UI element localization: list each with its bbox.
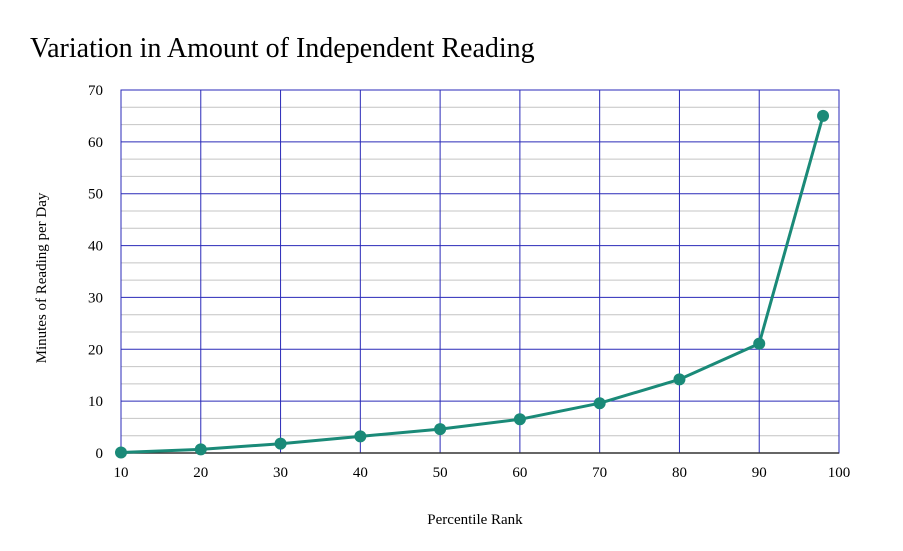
data-point bbox=[434, 423, 447, 436]
x-tick-label: 40 bbox=[353, 465, 368, 481]
data-point bbox=[673, 373, 686, 386]
data-point bbox=[593, 397, 606, 410]
y-tick-label: 20 bbox=[88, 342, 103, 358]
data-points bbox=[115, 109, 830, 459]
data-point bbox=[817, 109, 830, 122]
x-tick-label: 70 bbox=[592, 465, 607, 481]
y-tick-label: 60 bbox=[88, 135, 103, 151]
data-point bbox=[354, 430, 367, 443]
x-tick-label: 10 bbox=[114, 465, 129, 481]
y-tick-label: 50 bbox=[88, 187, 103, 203]
x-tick-label: 60 bbox=[512, 465, 527, 481]
x-tick-label: 20 bbox=[193, 465, 208, 481]
grid bbox=[120, 89, 840, 454]
y-tick-label: 10 bbox=[88, 394, 103, 410]
x-tick-label: 80 bbox=[672, 465, 687, 481]
y-tick-label: 70 bbox=[88, 83, 103, 99]
data-point bbox=[274, 437, 287, 450]
y-tick-label: 0 bbox=[96, 446, 104, 462]
x-tick-label: 90 bbox=[752, 465, 767, 481]
data-point bbox=[753, 337, 766, 350]
series-line bbox=[120, 115, 825, 454]
chart-title: Variation in Amount of Independent Readi… bbox=[30, 33, 535, 64]
x-axis-label: Percentile Rank bbox=[427, 512, 523, 528]
y-axis-label: Minutes of Reading per Day bbox=[34, 192, 50, 363]
data-point bbox=[115, 446, 127, 459]
x-tick-label: 50 bbox=[433, 465, 448, 481]
plot-frame bbox=[120, 89, 840, 454]
data-point bbox=[194, 443, 207, 456]
x-tick-label: 100 bbox=[828, 465, 851, 481]
data-point bbox=[513, 413, 526, 426]
tick-labels: 0 10 20 30 40 50 60 70 10 20 30 40 50 60 70 80 90 100 bbox=[88, 83, 850, 481]
axes bbox=[120, 89, 840, 454]
x-tick-label: 30 bbox=[273, 465, 288, 481]
y-tick-label: 30 bbox=[88, 290, 103, 306]
y-tick-label: 40 bbox=[88, 239, 103, 255]
